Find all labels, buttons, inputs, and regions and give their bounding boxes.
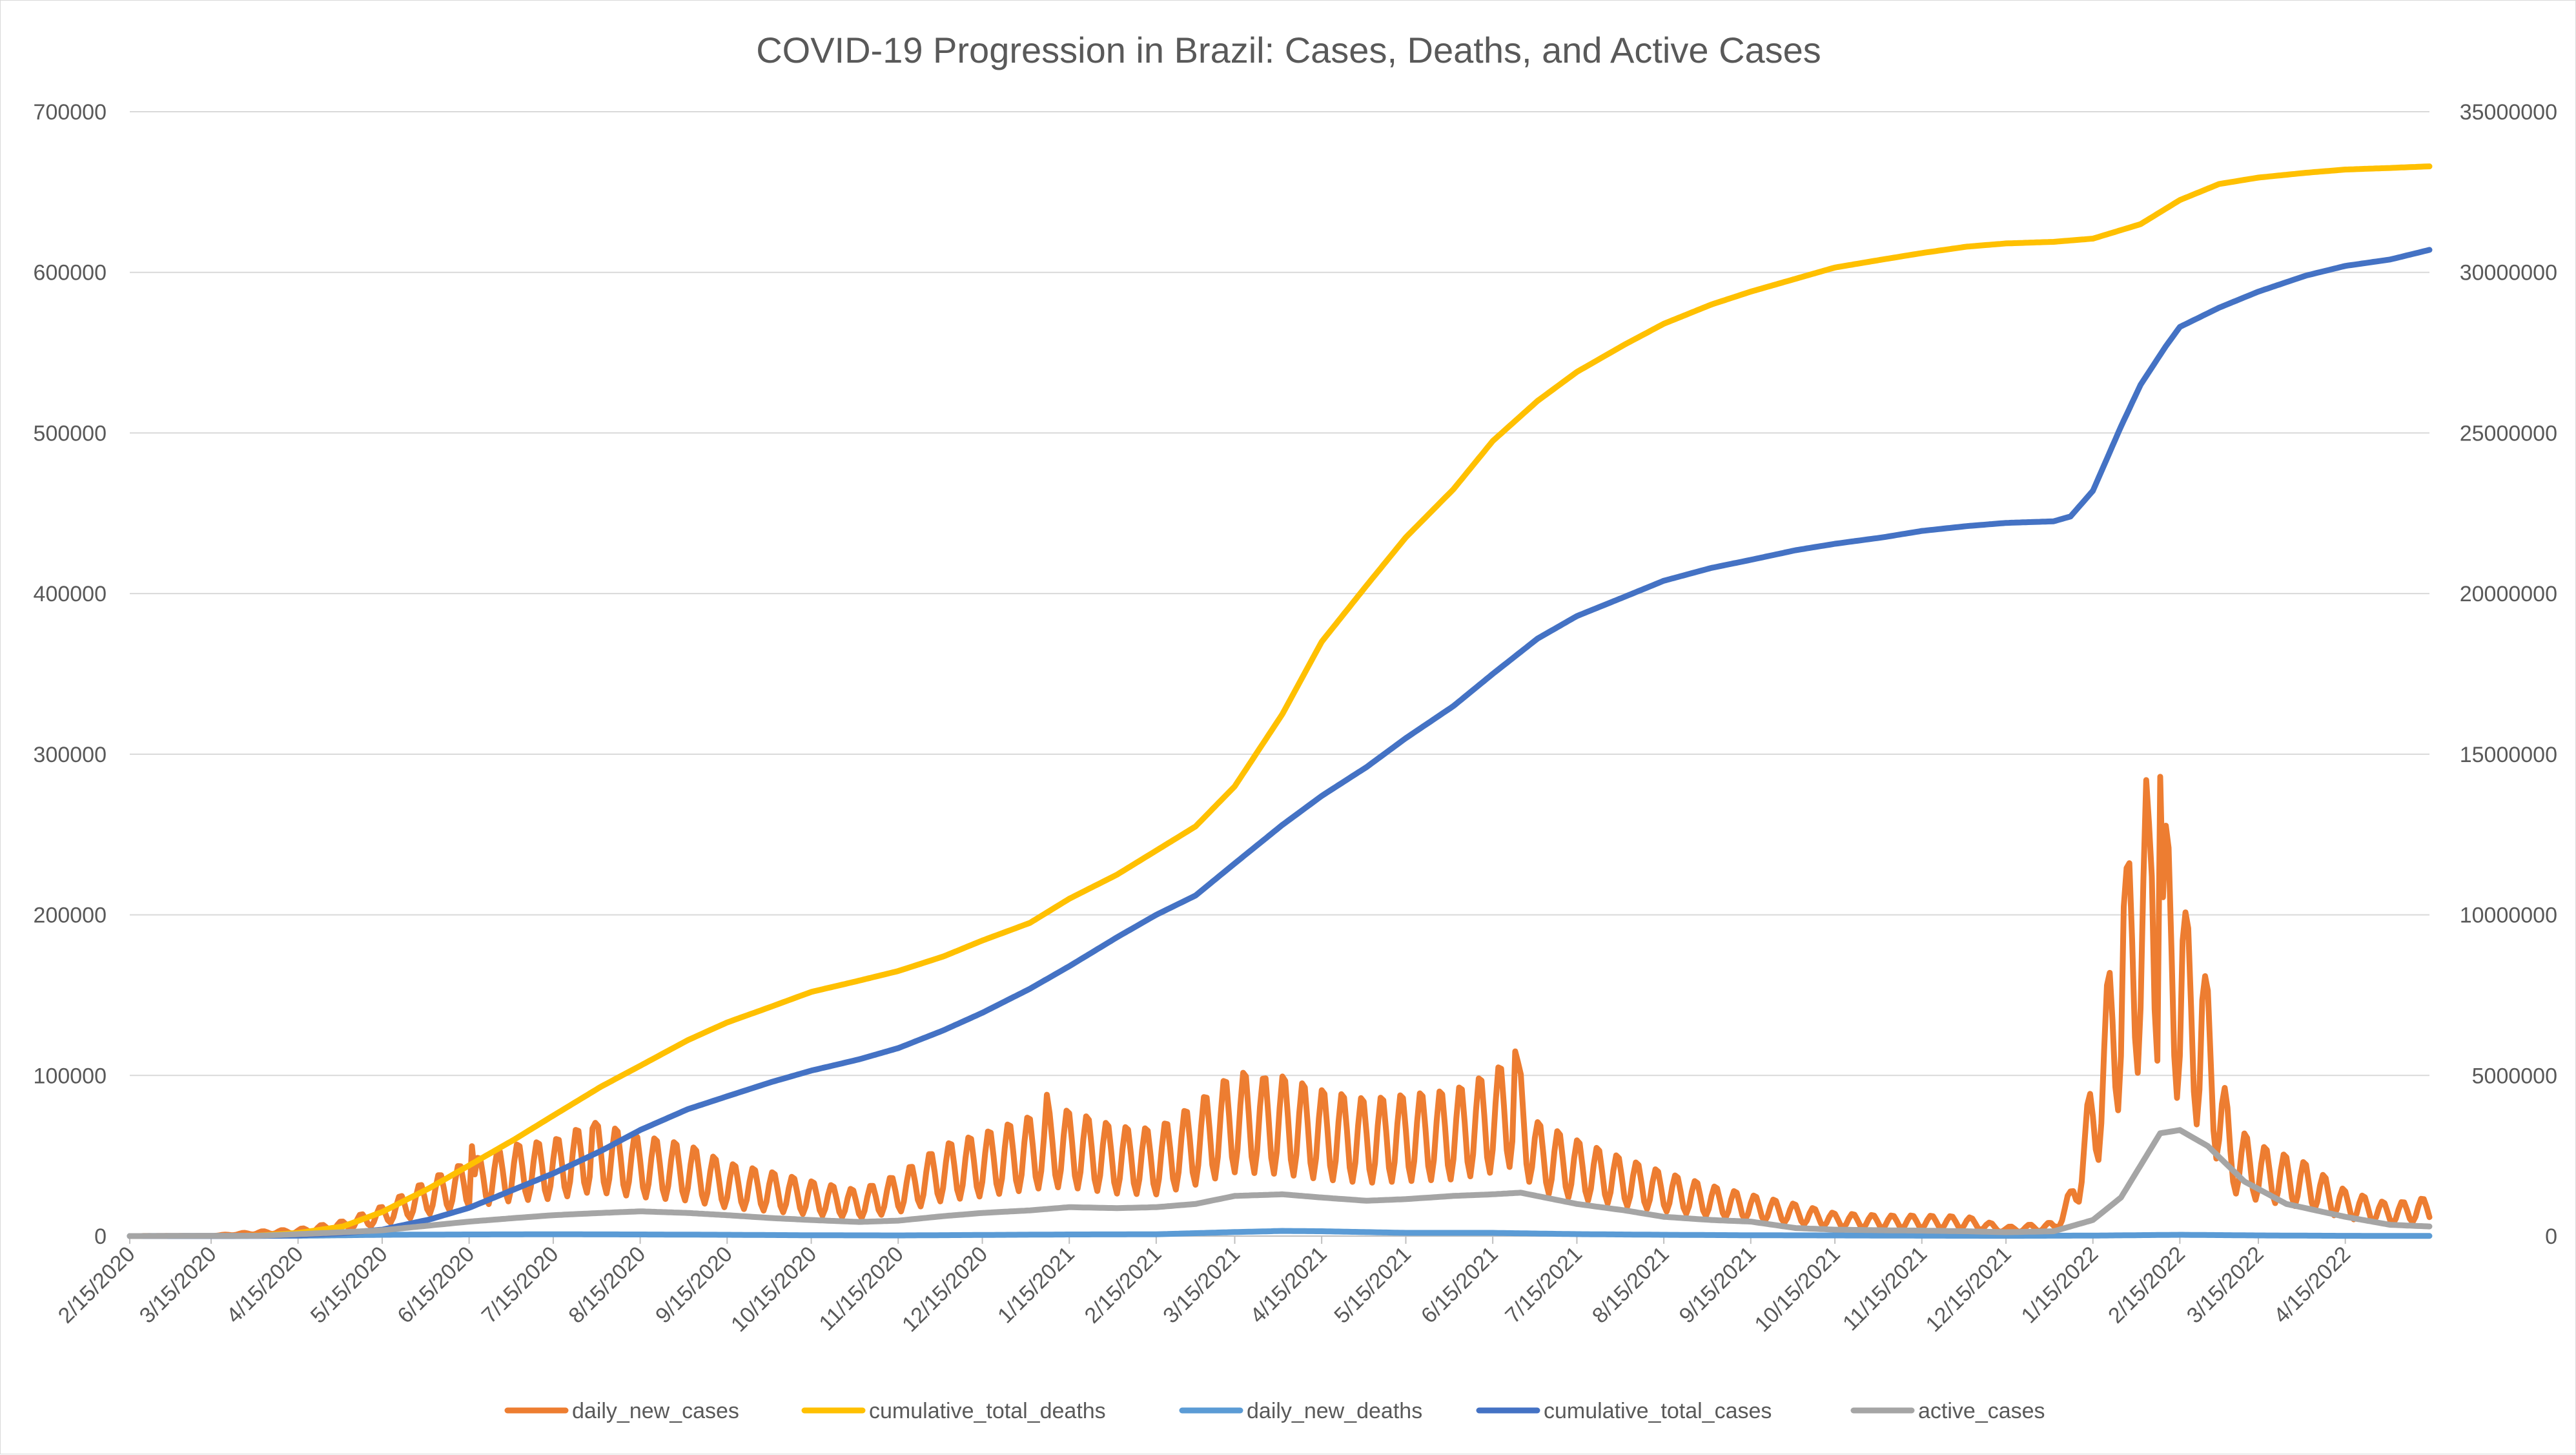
series-line-cumulative-total-cases — [127, 247, 2433, 1239]
series-line-daily-new-cases — [127, 774, 2433, 1239]
x-tick-label: 7/15/2021 — [1500, 1242, 1587, 1328]
y-right-tick-label: 30000000 — [2460, 261, 2557, 285]
x-tick-label: 2/15/2021 — [1080, 1242, 1167, 1328]
x-tick-label: 8/15/2021 — [1588, 1242, 1674, 1328]
chart-title: COVID-19 Progression in Brazil: Cases, D… — [756, 30, 1821, 70]
x-tick-label: 2/15/2022 — [2103, 1242, 2190, 1328]
x-tick-label: 10/15/2020 — [726, 1242, 821, 1337]
x-tick-label: 6/15/2020 — [393, 1242, 479, 1328]
x-tick-label: 3/15/2022 — [2182, 1242, 2269, 1328]
x-tick-label: 8/15/2020 — [564, 1242, 650, 1328]
x-tick-label: 4/15/2022 — [2269, 1242, 2356, 1328]
series-layer — [127, 163, 2433, 1239]
gridlines — [130, 111, 2429, 1237]
series-line-cumulative-total-deaths — [127, 163, 2433, 1239]
x-tick-label: 5/15/2021 — [1329, 1242, 1416, 1328]
x-tick-label: 9/15/2020 — [651, 1242, 737, 1328]
x-tick-label: 3/15/2020 — [135, 1242, 221, 1328]
series-line-active-cases — [127, 1127, 2433, 1239]
y-axis-right: 0 5000000 10000000 15000000 20000000 25000000… — [2460, 100, 2557, 1249]
x-tick-label: 5/15/2020 — [306, 1242, 393, 1328]
y-left-tick-label: 700000 — [34, 100, 107, 125]
x-tick-label: 4/15/2021 — [1245, 1242, 1332, 1328]
x-tick-label: 11/15/2021 — [1838, 1242, 1932, 1336]
y-left-tick-label: 400000 — [34, 582, 107, 606]
y-right-tick-label: 20000000 — [2460, 582, 2557, 606]
x-tick-label: 9/15/2021 — [1675, 1242, 1761, 1328]
y-axis-left: 0 100000 200000 300000 400000 500000 600000 700… — [34, 100, 107, 1249]
y-right-tick-label: 10000000 — [2460, 903, 2557, 928]
x-tick-label: 1/15/2022 — [2017, 1242, 2103, 1328]
y-left-tick-label: 500000 — [34, 421, 107, 446]
x-tick-label: 12/15/2021 — [1921, 1242, 2016, 1337]
legend-label-cumulative-total-deaths: cumulative_total_deaths — [869, 1399, 1106, 1423]
y-right-tick-label: 5000000 — [2472, 1064, 2557, 1088]
x-tick-label: 2/15/2020 — [54, 1242, 140, 1328]
x-tick-label: 12/15/2020 — [897, 1242, 992, 1337]
x-tick-label: 3/15/2021 — [1158, 1242, 1245, 1328]
legend-label-daily-new-cases: daily_new_cases — [572, 1399, 739, 1423]
y-left-tick-label: 0 — [94, 1224, 107, 1249]
legend-label-active-cases: active_cases — [1918, 1399, 2045, 1423]
series-line-daily-new-deaths — [127, 1228, 2433, 1239]
legend-label-daily-new-deaths: daily_new_deaths — [1247, 1399, 1422, 1423]
legend-label-cumulative-total-cases: cumulative_total_cases — [1544, 1399, 1772, 1423]
y-right-tick-label: 25000000 — [2460, 421, 2557, 446]
y-left-tick-label: 200000 — [34, 903, 107, 928]
x-tick-label: 7/15/2020 — [477, 1242, 564, 1328]
y-left-tick-label: 300000 — [34, 743, 107, 767]
x-tick-label: 10/15/2021 — [1750, 1242, 1845, 1337]
y-right-tick-label: 35000000 — [2460, 100, 2557, 125]
y-right-tick-label: 15000000 — [2460, 743, 2557, 767]
x-tick-label: 4/15/2020 — [221, 1242, 308, 1328]
y-left-tick-label: 600000 — [34, 261, 107, 285]
legend: daily_new_cases cumulative_total_deaths da… — [504, 1399, 2045, 1423]
y-right-tick-label: 0 — [2545, 1224, 2557, 1249]
x-tick-label: 11/15/2020 — [814, 1242, 908, 1336]
x-tick-label: 6/15/2021 — [1416, 1242, 1503, 1328]
y-left-tick-label: 100000 — [34, 1064, 107, 1088]
x-tick-label: 1/15/2021 — [993, 1242, 1079, 1328]
